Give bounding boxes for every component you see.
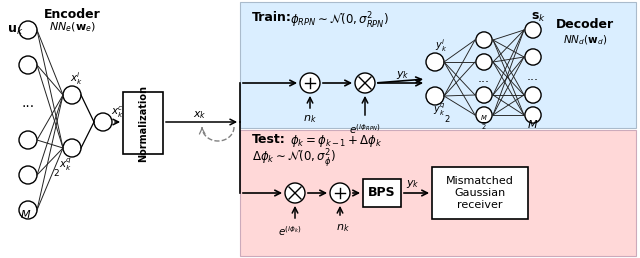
Text: $NN_e(\mathbf{w}_e)$: $NN_e(\mathbf{w}_e)$ (49, 20, 95, 34)
Text: $NN_d(\mathbf{w}_d)$: $NN_d(\mathbf{w}_d)$ (563, 33, 607, 47)
Text: receiver: receiver (457, 200, 503, 210)
Circle shape (476, 32, 492, 48)
Text: ...: ... (21, 96, 35, 110)
Text: $M$: $M$ (20, 208, 31, 220)
Text: $x_k^i$: $x_k^i$ (70, 71, 83, 87)
Text: $e^{(i\phi_{RPN})}$: $e^{(i\phi_{RPN})}$ (349, 122, 381, 136)
Circle shape (19, 21, 37, 39)
Text: Mismatched: Mismatched (446, 176, 514, 186)
Text: $y_k^q$: $y_k^q$ (433, 102, 445, 118)
Text: Normalization: Normalization (138, 85, 148, 162)
Text: $x_k^q$: $x_k^q$ (60, 157, 72, 173)
Text: $y_k^i$: $y_k^i$ (435, 38, 447, 54)
Text: $\phi_k = \phi_{k-1} + \Delta\phi_k$: $\phi_k = \phi_{k-1} + \Delta\phi_k$ (290, 133, 383, 149)
Text: $x_k$: $x_k$ (193, 109, 207, 121)
Text: $x_k^c$: $x_k^c$ (111, 104, 124, 120)
Text: ...: ... (527, 69, 539, 83)
Text: Train:: Train: (252, 11, 292, 24)
Text: $e^{(i\phi_k)}$: $e^{(i\phi_k)}$ (278, 224, 302, 238)
Circle shape (300, 73, 320, 93)
Text: $\mathbf{u}_k$: $\mathbf{u}_k$ (7, 23, 23, 37)
Circle shape (19, 201, 37, 219)
Text: $\Delta\phi_k \sim \mathcal{N}(0, \sigma^2_{\phi})$: $\Delta\phi_k \sim \mathcal{N}(0, \sigma… (252, 147, 336, 169)
Text: $\phi_{RPN} \sim \mathcal{N}(0, \sigma^2_{RPN})$: $\phi_{RPN} \sim \mathcal{N}(0, \sigma^2… (290, 11, 389, 31)
Text: $n_k$: $n_k$ (303, 113, 317, 125)
Text: Decoder: Decoder (556, 19, 614, 31)
Text: $\mathbf{s}_k$: $\mathbf{s}_k$ (531, 11, 545, 23)
Text: 2: 2 (53, 168, 59, 178)
Circle shape (525, 107, 541, 123)
Text: Encoder: Encoder (44, 7, 100, 20)
Bar (363, 179, 401, 207)
Text: $y_k$: $y_k$ (396, 69, 410, 81)
Bar (432, 167, 528, 219)
Bar (240, 130, 636, 256)
Circle shape (525, 87, 541, 103)
Circle shape (525, 49, 541, 65)
Circle shape (330, 183, 350, 203)
Circle shape (19, 131, 37, 149)
Text: ...: ... (478, 71, 490, 85)
Circle shape (63, 139, 81, 157)
Bar (123, 92, 163, 154)
Text: Gaussian: Gaussian (454, 188, 506, 198)
Circle shape (525, 22, 541, 38)
Circle shape (476, 87, 492, 103)
Circle shape (19, 56, 37, 74)
Circle shape (94, 113, 112, 131)
Bar (240, 2, 636, 128)
Circle shape (285, 183, 305, 203)
Circle shape (476, 107, 492, 123)
Text: Test:: Test: (252, 133, 285, 146)
Circle shape (19, 166, 37, 184)
Circle shape (426, 87, 444, 105)
Text: $n_k$: $n_k$ (336, 222, 350, 234)
Text: $M$: $M$ (527, 118, 539, 130)
Circle shape (476, 54, 492, 70)
Circle shape (355, 73, 375, 93)
Circle shape (63, 86, 81, 104)
Circle shape (426, 53, 444, 71)
Text: $y_k$: $y_k$ (406, 178, 420, 190)
Text: BPS: BPS (368, 187, 396, 199)
Text: 2: 2 (444, 115, 450, 124)
Text: $\frac{M}{2}$: $\frac{M}{2}$ (480, 114, 488, 132)
